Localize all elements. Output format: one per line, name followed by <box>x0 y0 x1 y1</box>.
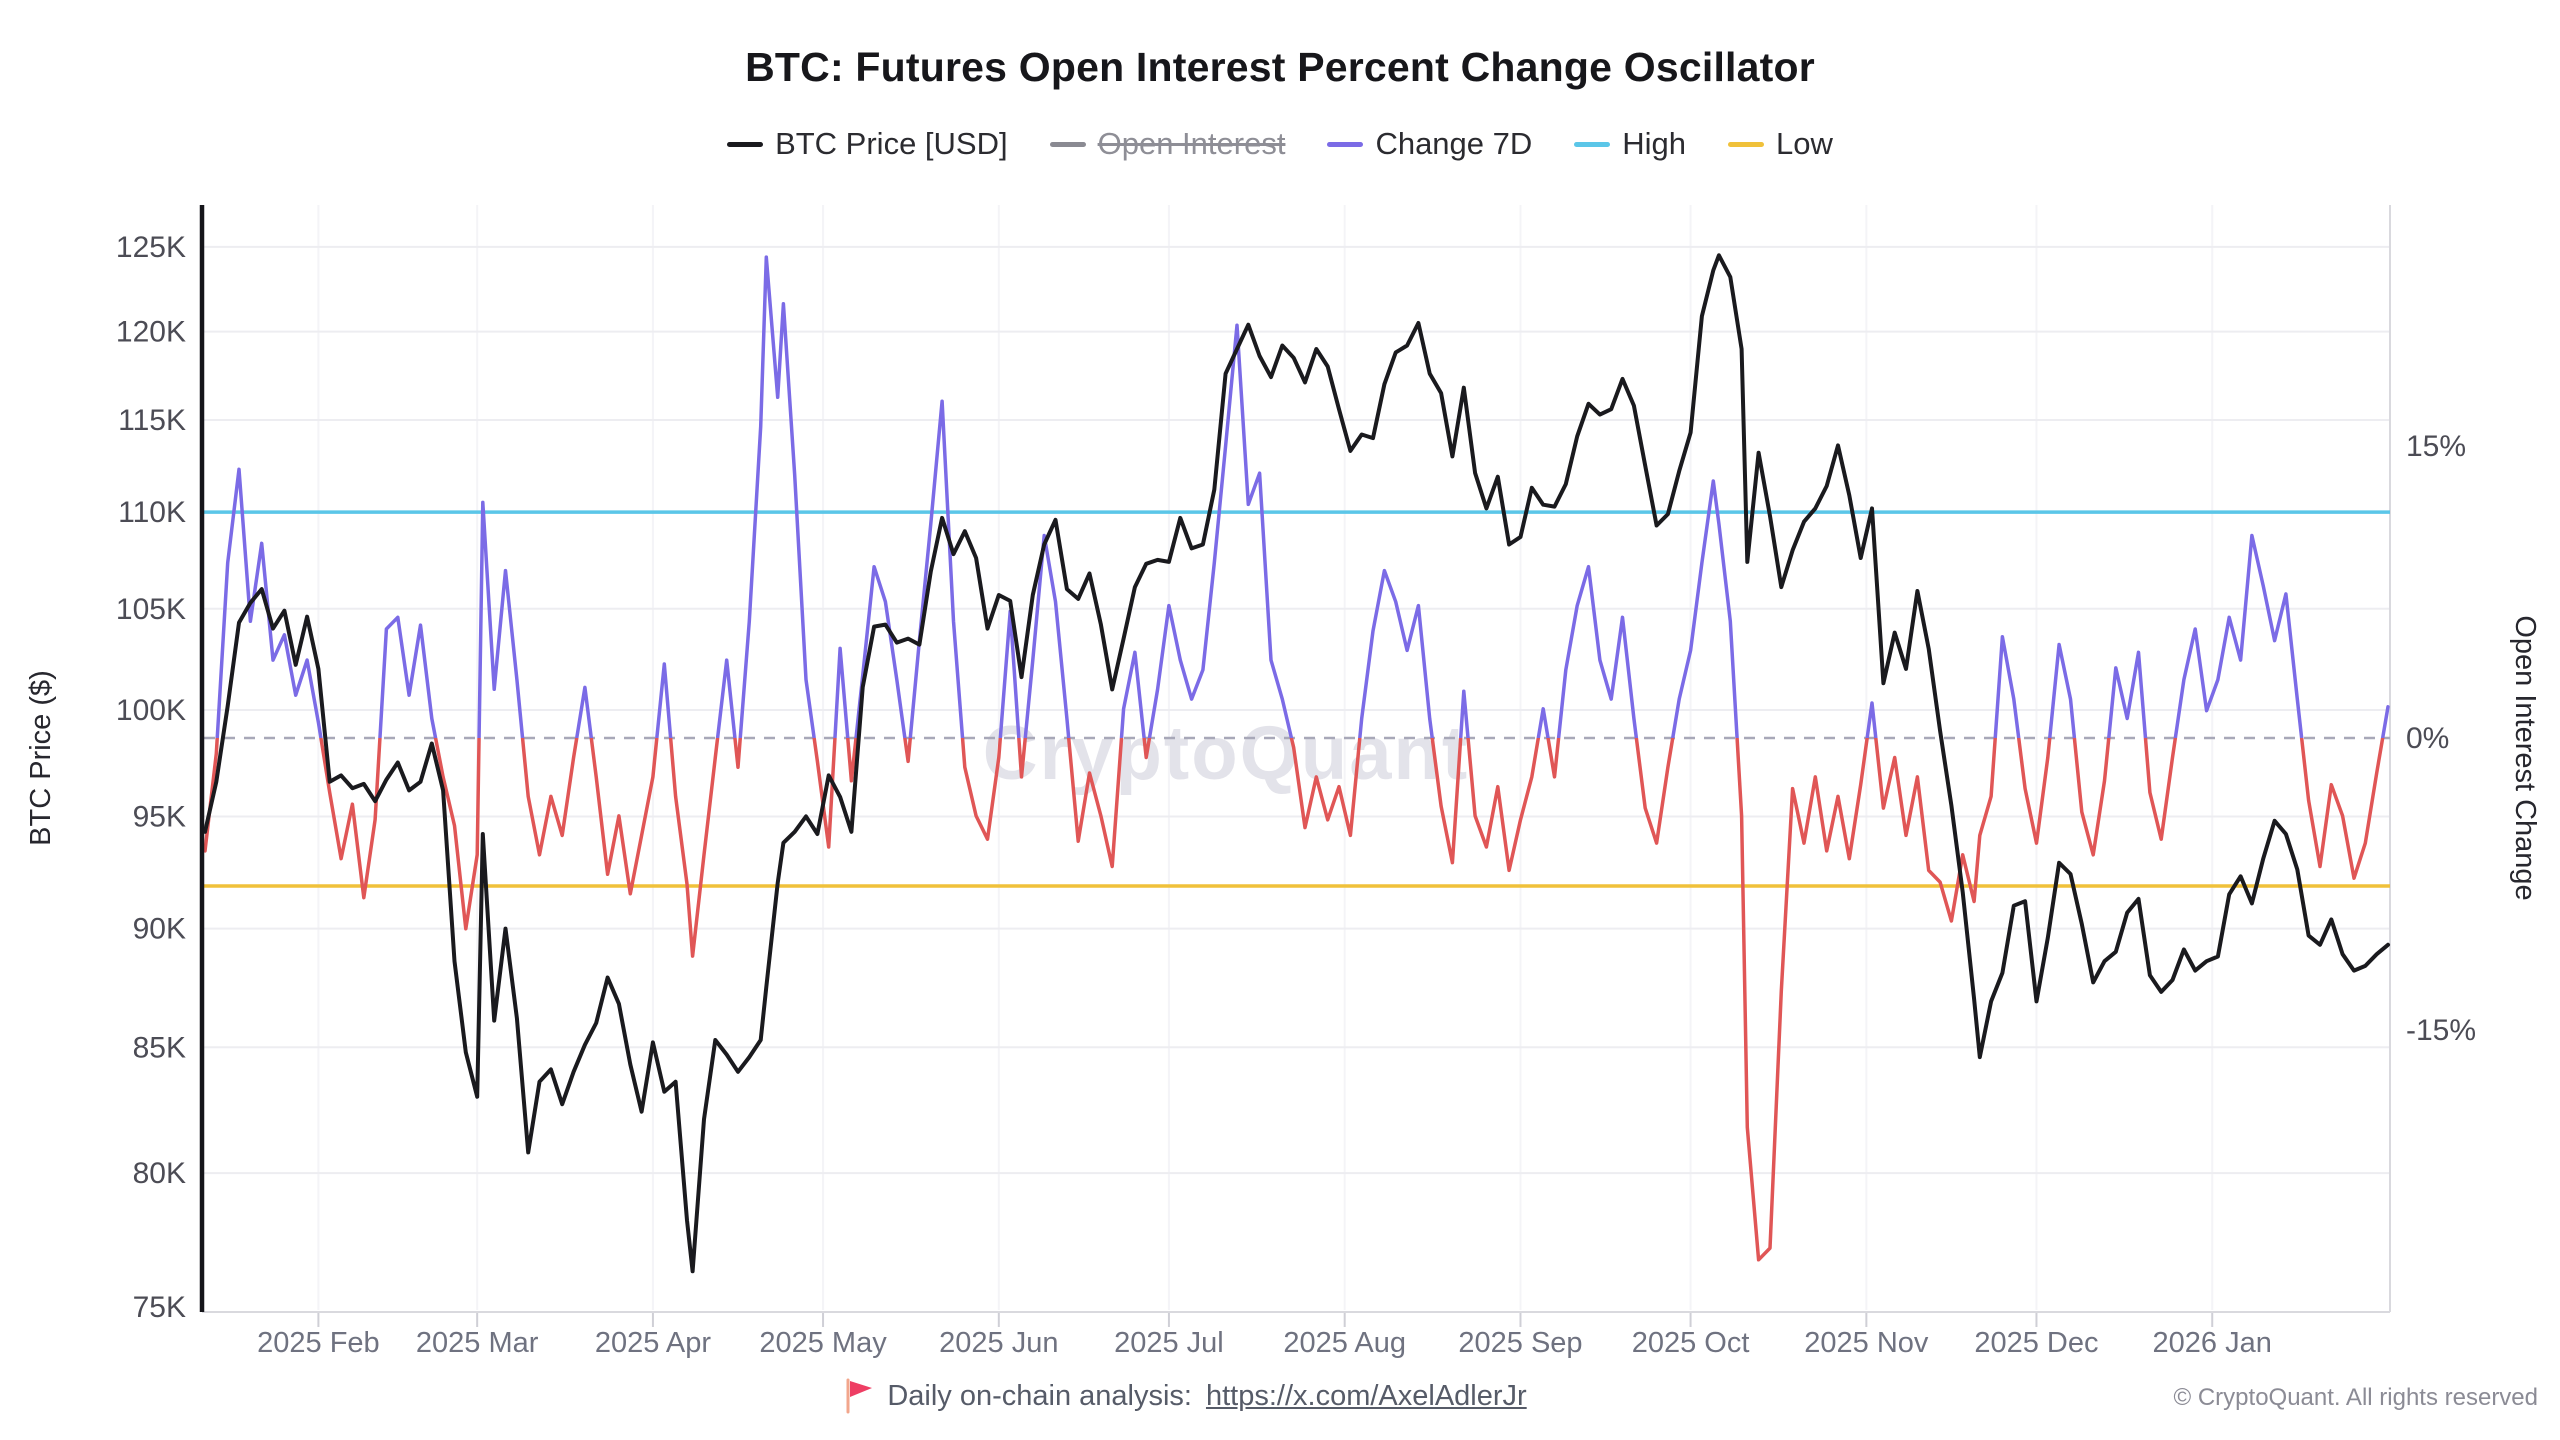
y-tick-label-left: 80K <box>133 1157 186 1190</box>
legend-swatch-open-interest <box>1049 141 1086 147</box>
y-tick-label-right: 15% <box>2406 430 2466 463</box>
copyright: © CryptoQuant. All rights reserved <box>2173 1384 2539 1411</box>
y-tick-label-right: -15% <box>2406 1014 2476 1047</box>
legend: BTC Price [USD] Open Interest Change 7D Hig… <box>0 126 2560 162</box>
y-tick-label-left: 90K <box>133 913 186 946</box>
y-axis-labels-right: -15% 0% 15% <box>2406 430 2476 1047</box>
x-tick-label: 2025 May <box>759 1327 887 1359</box>
x-tick-label: 2025 Sep <box>1458 1327 1582 1359</box>
y-tick-label-left: 85K <box>133 1031 186 1064</box>
y-tick-label-left: 75K <box>133 1291 186 1324</box>
x-tick-label: 2025 Jul <box>1114 1327 1224 1359</box>
legend-swatch-change-7d <box>1327 141 1364 147</box>
x-axis-labels: 2025 Feb 2025 Mar 2025 Apr 2025 May 2025 Jun… <box>257 205 2272 1359</box>
x-tick-label: 2025 Feb <box>257 1327 380 1359</box>
legend-item-high[interactable]: High <box>1574 126 1686 162</box>
x-tick-label: 2025 Jun <box>939 1327 1058 1359</box>
x-tick-label: 2025 Mar <box>416 1327 539 1359</box>
x-tick-label: 2025 Dec <box>1974 1327 2098 1359</box>
x-tick-label: 2025 Nov <box>1804 1327 1929 1359</box>
footer-note: Daily on-chain analysis: https://x.com/A… <box>0 1378 2465 1414</box>
legend-label-open-interest: Open Interest <box>1097 126 1286 161</box>
legend-label-btc-price-usd: BTC Price [USD] <box>775 126 1008 161</box>
footer-text: Daily on-chain analysis: <box>887 1379 1192 1412</box>
y-tick-label-left: 110K <box>118 496 186 529</box>
y-tick-label-left: 100K <box>116 694 186 727</box>
legend-item-btc-price-usd[interactable]: BTC Price [USD] <box>727 126 1008 162</box>
y-tick-label-right: 0% <box>2406 722 2449 755</box>
legend-item-open-interest[interactable]: Open Interest <box>1049 126 1286 162</box>
y-tick-label-left: 95K <box>133 800 186 833</box>
legend-label-low: Low <box>1776 126 1833 161</box>
left-axis-title: BTC Price ($) <box>25 670 57 846</box>
y-tick-label-left: 105K <box>116 593 186 626</box>
legend-item-low[interactable]: Low <box>1728 126 1833 162</box>
btc-price-line <box>203 253 2390 1274</box>
x-tick-label: 2026 Jan <box>2153 1327 2272 1359</box>
right-axis-title: Open Interest Change <box>2509 615 2541 900</box>
legend-item-change-7d[interactable]: Change 7D <box>1327 126 1532 162</box>
x-tick-label: 2025 Aug <box>1283 1327 1406 1359</box>
cryptoquant-watermark: CryptoQuant <box>983 711 1469 796</box>
x-tick-label: 2025 Apr <box>595 1327 711 1359</box>
legend-label-change-7d: Change 7D <box>1375 126 1533 161</box>
y-tick-label-left: 115K <box>118 404 186 437</box>
y-tick-label-left: 120K <box>116 316 186 349</box>
y-axis-labels-left: 75K 80K 85K 90K 95K 100K 105K 110K 115K 120K 125K <box>116 231 186 1324</box>
legend-swatch-low <box>1728 141 1765 147</box>
change7d-line-positive <box>215 255 2390 738</box>
x-tick-label: 2025 Oct <box>1632 1327 1750 1359</box>
footer-link[interactable]: https://x.com/AxelAdlerJr <box>1205 1379 1527 1412</box>
red-flag-icon <box>846 1378 873 1414</box>
legend-label-high: High <box>1622 126 1687 161</box>
y-tick-label-left: 125K <box>116 231 186 264</box>
change7d-line-negative <box>203 738 2385 1262</box>
legend-swatch-btc-price-usd <box>727 141 764 147</box>
chart-title: BTC: Futures Open Interest Percent Chang… <box>745 44 1815 90</box>
gridlines <box>204 245 2390 1175</box>
legend-swatch-high <box>1574 141 1611 147</box>
